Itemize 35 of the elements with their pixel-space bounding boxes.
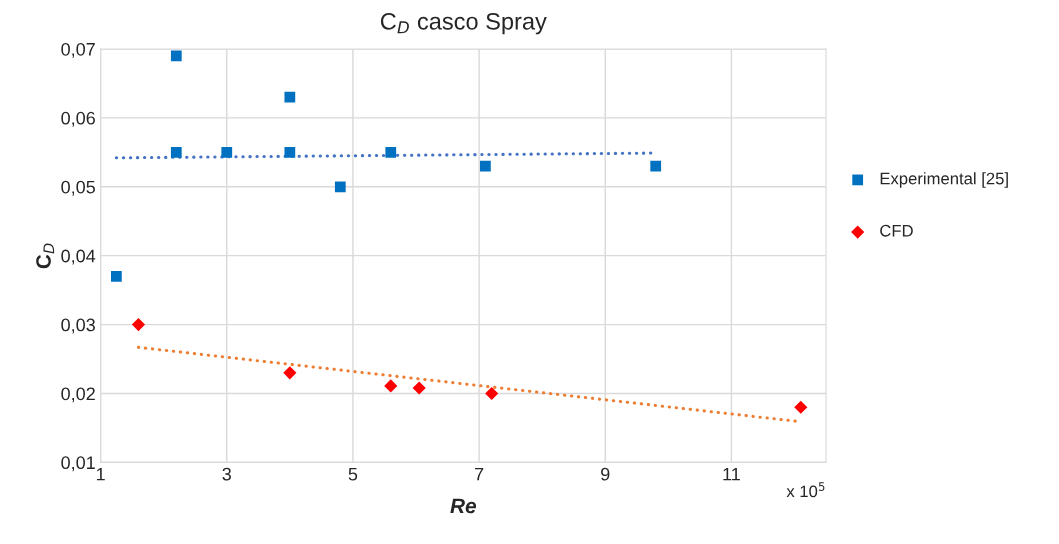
point bbox=[170, 146, 182, 158]
x-tick-label: 3 bbox=[222, 467, 231, 481]
point bbox=[170, 50, 182, 62]
point bbox=[283, 366, 297, 380]
point bbox=[384, 379, 398, 393]
x-tick-label: 1 bbox=[96, 467, 105, 481]
text: x 10$^{5}$ bbox=[786, 482, 825, 498]
x-tick-label: 7 bbox=[474, 467, 484, 481]
y-tick-label: 0,02 bbox=[61, 387, 95, 403]
x-axis-title: Re bbox=[450, 498, 477, 514]
legend-label: Experimental [25] bbox=[880, 172, 1008, 188]
point bbox=[111, 270, 122, 282]
point bbox=[650, 160, 662, 172]
point bbox=[284, 91, 296, 103]
point bbox=[284, 146, 296, 158]
point bbox=[480, 160, 491, 172]
y-tick-label: 0,05 bbox=[61, 180, 95, 196]
point bbox=[794, 400, 808, 414]
y-tick-label: 0,04 bbox=[61, 249, 96, 265]
y-tick-label: 0,06 bbox=[61, 111, 95, 127]
x-tick-label: 9 bbox=[601, 467, 610, 481]
y-tick-label: 0,03 bbox=[61, 318, 95, 334]
legend-label: CFD bbox=[880, 224, 913, 237]
point bbox=[485, 386, 499, 401]
y-tick-label: 0,01 bbox=[61, 456, 95, 472]
x-tick-label: 11 bbox=[723, 467, 740, 481]
y-tick-label: 0,07 bbox=[61, 42, 95, 58]
point bbox=[334, 181, 346, 193]
chart-title: C$_{D}$ casco Spray bbox=[380, 12, 547, 35]
point bbox=[221, 146, 233, 158]
x-tick-label: 5 bbox=[348, 467, 358, 481]
point bbox=[131, 318, 146, 332]
point bbox=[412, 381, 426, 395]
point bbox=[385, 146, 397, 158]
y-axis-title: C$_{D}$ bbox=[36, 243, 55, 269]
